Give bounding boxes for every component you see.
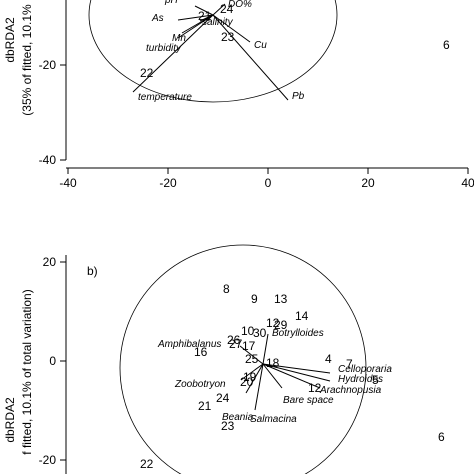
panel-a-plot: -40 -20 0 20 40 -20 -40 temperature Pb Cu Mnturbid…: [39, 0, 474, 190]
sample-point-25: 25: [245, 352, 259, 366]
panel-a-y-tick-label: -20: [39, 58, 57, 72]
sample-point-24: 24: [216, 391, 230, 405]
vector-label-turbidity: turbidity: [146, 43, 182, 54]
panel-a-x-tick-label: 40: [461, 176, 474, 190]
sample-point-4: 4: [325, 352, 332, 366]
vector-label-botrylloides: Botrylloides: [272, 328, 324, 339]
vector-salinity: [199, 14, 214, 22]
vector-label-bare-space: Bare space: [283, 395, 334, 406]
vector-amphibalanus: [239, 345, 264, 365]
vector-label-hydroides: Hydroides: [338, 374, 383, 385]
sample-point-7: 7: [346, 357, 353, 371]
vector-temperature: [132, 14, 214, 93]
vector-label-cu: Cu: [254, 40, 267, 51]
sample-point-20: 20: [240, 375, 254, 389]
panel-b-plot: 20 0 -20 Botrylloides Amphibalanus Celloporar…: [39, 244, 445, 474]
vector-as: [177, 14, 214, 21]
vector-label-salmacina: Salmacina: [250, 414, 297, 425]
sample-point-8: 8: [223, 282, 230, 296]
vector-label-mn: Mn: [172, 33, 186, 44]
sample-point-19: 19: [243, 370, 257, 384]
panel-a-y-axis-subtitle: (35% of fitted, 10.1%: [20, 4, 34, 116]
vector-label-amphibalanus: Amphibalanus: [157, 339, 221, 350]
sample-point-27: 27: [229, 337, 243, 351]
sample-point-17: 17: [242, 339, 256, 353]
vector-pb: [212, 14, 289, 101]
sample-point-9: 9: [251, 292, 258, 306]
vector-bare-space: [262, 363, 283, 389]
vector-label-ph: pH: [164, 0, 179, 6]
vector-cu: [212, 14, 251, 43]
sample-point-22: 22: [140, 457, 154, 471]
sample-point-30: 30: [253, 326, 267, 340]
vector-arachnopusia: [262, 363, 321, 389]
sample-point-21: 21: [198, 399, 212, 413]
panel-b-y-tick-label: -20: [39, 453, 57, 467]
panel-a-correlation-circle: [88, 0, 338, 103]
sample-point-22: 22: [140, 66, 154, 80]
panel-b-y-tick-label: 20: [43, 255, 57, 269]
panel-a-y-tick-label: -40: [39, 153, 57, 167]
vector-label-beania: Beania: [222, 412, 254, 423]
vector-celloporaria: [262, 363, 331, 374]
vector-label-pb: Pb: [292, 91, 305, 102]
panel-a-x-tick-label: 0: [265, 176, 272, 190]
sample-point-26: 26: [227, 333, 241, 347]
panel-b-y-tick-label: 0: [49, 354, 56, 368]
sample-point-6: 6: [438, 430, 445, 444]
sample-point-5: 5: [372, 373, 379, 387]
vector-do: [212, 3, 226, 16]
panel-b-y-axis-subtitle: f fitted, 10.1% of total variation): [20, 289, 34, 454]
panel-a-x-tick-label: -20: [159, 176, 177, 190]
panel-b-y-axis-title: dbRDA2: [3, 397, 17, 443]
panel-a-y-axis-title: dbRDA2: [3, 17, 17, 63]
sample-point-23: 23: [221, 419, 235, 433]
vector-label-temperature: temperature: [138, 92, 192, 103]
vector-label-arachnopusia: Arachnopusia: [319, 385, 382, 396]
panel-a-x-tick-label: 20: [361, 176, 375, 190]
sample-point-18: 18: [266, 356, 280, 370]
sample-point-10: 10: [241, 324, 255, 338]
sample-point-23: 23: [221, 30, 235, 44]
vector-zoobotryon: [240, 363, 264, 381]
sample-point-21: 21: [198, 9, 212, 23]
sample-point-16: 16: [194, 345, 208, 359]
panel-b-correlation-circle: [119, 244, 367, 474]
vector-label-salinity: salinity: [202, 17, 234, 28]
vector-beania: [245, 363, 264, 394]
sample-point-12: 12: [308, 381, 322, 395]
sample-point-6: 6: [443, 38, 450, 52]
sample-point-29: 29: [274, 318, 288, 332]
vector-label-as: As: [151, 13, 164, 24]
vector-turbidity: [177, 14, 214, 39]
vector-ph: [194, 5, 214, 16]
sample-point-24: 24: [220, 2, 234, 16]
sample-point-13: 13: [274, 292, 288, 306]
panel-a-x-tick-label: -40: [59, 176, 77, 190]
vector-label-celloporaria: Celloporaria: [338, 364, 392, 375]
vector-hydroides: [262, 363, 331, 382]
vector-botrylloides: [262, 333, 269, 365]
vector-salmacina: [254, 363, 264, 411]
panel-b-label: b): [87, 264, 98, 278]
sample-point-14: 14: [295, 309, 309, 323]
sample-point-12: 12: [266, 316, 280, 330]
vector-label-zoobotryon: Zoobotryon: [174, 379, 226, 390]
vector-label-do: DO%: [228, 0, 252, 10]
